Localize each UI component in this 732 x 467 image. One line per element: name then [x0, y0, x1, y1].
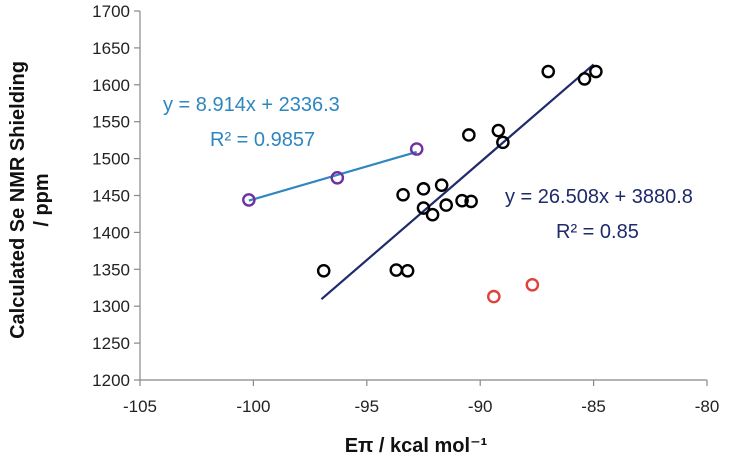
y-axis-title-line1: Calculated Se NMR Shielding [7, 61, 29, 339]
y-tick-label: 1350 [92, 260, 130, 279]
x-axis-title: Eπ / kcal mol⁻¹ [345, 435, 488, 457]
y-tick-label: 1300 [92, 297, 130, 316]
black-data-point [464, 194, 478, 209]
y-tick-label: 1650 [92, 39, 130, 58]
black-data-point [541, 64, 556, 79]
black-data-point [462, 128, 476, 142]
red-data-point [525, 277, 540, 292]
data-markers [242, 64, 603, 304]
y-axis-title-line2: / ppm [31, 173, 53, 226]
y-tick-label: 1450 [92, 187, 130, 206]
y-tick-label: 1200 [92, 371, 130, 390]
black-data-point [589, 64, 603, 79]
y-tick-label: 1400 [92, 223, 130, 242]
black-data-point [496, 135, 510, 150]
purple-data-point [242, 193, 256, 207]
black-data-point [316, 263, 331, 278]
y-tick-label: 1500 [92, 150, 130, 169]
y-tick-label: 1550 [92, 113, 130, 132]
purple-data-point [409, 142, 424, 156]
red-data-point [487, 289, 501, 304]
black-data-point [455, 193, 469, 208]
purple-data-point [330, 170, 345, 185]
y-tick-label: 1600 [92, 76, 130, 95]
x-tick-label: -100 [236, 397, 270, 416]
blue-fit-r-squared: R² = 0.9857 [210, 129, 315, 151]
navy-fit-equation: y = 26.508x + 3880.8 [505, 186, 693, 208]
black-fit-line [320, 63, 595, 301]
black-data-point [396, 187, 410, 202]
black-data-point [389, 263, 404, 277]
x-tick-label: -90 [468, 397, 493, 416]
black-data-point [425, 207, 440, 222]
x-tick-label: -95 [355, 397, 380, 416]
black-data-point [439, 198, 453, 212]
black-data-point [491, 123, 506, 138]
x-tick-label: -105 [123, 397, 157, 416]
black-data-point [416, 182, 431, 196]
black-data-point [434, 178, 449, 192]
blue-fit-equation: y = 8.914x + 2336.3 [163, 94, 340, 116]
y-ticks: 1200 1250 1300 1350 1400 1450 1500 1550 1600 1650… [92, 2, 140, 390]
y-tick-label: 1250 [92, 334, 130, 353]
black-data-point [577, 72, 592, 86]
black-data-point [400, 263, 415, 278]
navy-fit-r-squared: R² = 0.85 [556, 221, 639, 243]
black-data-point [416, 201, 431, 215]
x-ticks: -105 -100 -95 -90 -85 -80 [123, 380, 719, 416]
x-tick-label: -85 [581, 397, 606, 416]
y-tick-label: 1700 [92, 2, 130, 21]
x-tick-label: -80 [695, 397, 720, 416]
